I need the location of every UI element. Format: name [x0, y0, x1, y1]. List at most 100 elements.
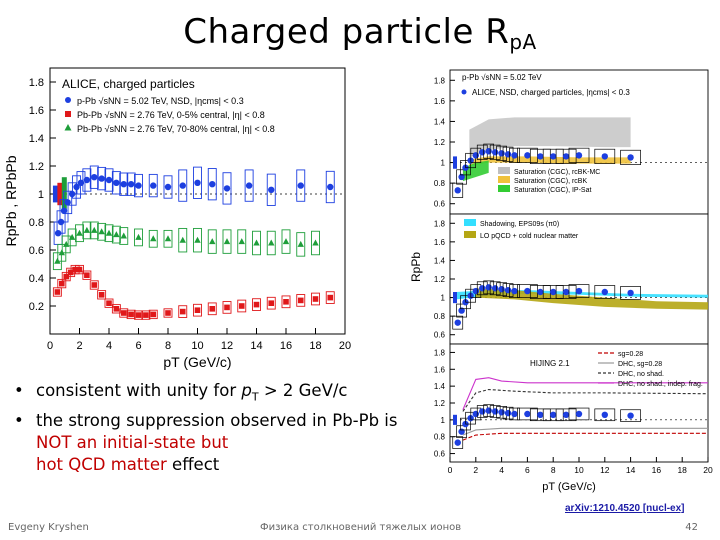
PbPb-central-point: [253, 301, 260, 308]
pPb-point: [127, 181, 135, 188]
PbPb-central-point-syst: [281, 295, 291, 309]
norm-box: [453, 414, 457, 425]
data-point: [511, 287, 518, 295]
data-point: [562, 153, 570, 160]
data-point: [537, 411, 544, 418]
x-tick-label: 4: [499, 465, 504, 475]
x-tick-label: 6: [135, 340, 141, 352]
PbPb-peripheral-point: [209, 238, 216, 245]
pPb-point-syst: [296, 169, 306, 202]
right-chart: 0.6 0.8 1 1.2 1.4 1.6 1.8 p-Pb √sNN = 5.02 TeV A…: [409, 69, 713, 493]
y-tick-label: 1.2: [434, 138, 446, 147]
pPb-point-syst: [82, 168, 92, 192]
data-point: [575, 410, 583, 418]
pPb-point: [245, 182, 253, 189]
legend-swatch: [464, 231, 476, 238]
pPb-point: [120, 181, 127, 188]
pPb-point: [98, 175, 105, 182]
y-tick-label: 1.6: [434, 97, 446, 106]
legend-entry: p-Pb √sNN = 5.02 TeV, NSD, |ηcms| < 0.3: [77, 96, 244, 106]
pPb-point-syst: [126, 172, 136, 196]
data-syst-box: [509, 284, 520, 298]
PbPb-peripheral-point-syst: [266, 230, 276, 256]
PbPb-central-point: [268, 300, 275, 306]
y-tick-label: 1: [38, 189, 44, 201]
PbPb-central-point-syst: [141, 310, 151, 320]
bullet-dot: •: [14, 411, 24, 431]
PbPb-central-point-syst: [193, 303, 202, 317]
data-point: [550, 288, 557, 296]
x-tick-label: 16: [280, 340, 292, 352]
data-point: [454, 319, 461, 326]
data-point: [524, 287, 531, 295]
PbPb-central-point: [84, 272, 90, 278]
PbPb-central-point-syst: [296, 294, 306, 307]
data-point: [472, 287, 479, 295]
pPb-point-syst: [325, 170, 335, 204]
PbPb-peripheral-point: [268, 239, 275, 246]
y-tick-label: 1.8: [434, 348, 446, 357]
y-tick-label: 1: [441, 416, 446, 425]
pPb-point: [268, 186, 275, 193]
legend-marker-pPb: [65, 97, 71, 103]
data-point: [498, 409, 505, 416]
PbPb-central-point: [135, 312, 142, 318]
PbPb-peripheral-point: [282, 238, 290, 245]
data-syst-box: [509, 147, 520, 163]
pPb-point: [91, 174, 98, 181]
PbPb-central-point: [106, 300, 112, 306]
pPb-point-syst: [266, 173, 276, 206]
norm-box: [453, 292, 457, 304]
y-tick-label: 0.2: [29, 301, 44, 313]
legend-entry: Pb-Pb √sNN = 2.76 TeV, 0-5% central, |η|…: [77, 110, 265, 120]
pPb-point-syst: [111, 171, 121, 195]
data-point: [498, 150, 505, 157]
data-syst-box: [452, 436, 464, 449]
legend-entry: Saturation (CGC), rcBK: [514, 178, 587, 185]
pPb-point-syst: [76, 171, 86, 195]
legend-swatch: [464, 219, 476, 226]
PbPb-central-point-syst: [237, 299, 247, 313]
data-syst-box: [452, 315, 464, 330]
PbPb-peripheral-point-syst: [237, 229, 247, 254]
pPb-point: [164, 183, 172, 191]
data-point: [511, 410, 518, 418]
arxiv-reference-link[interactable]: arXiv:1210.4520 [nucl-ex]: [565, 503, 685, 514]
data-point: [537, 153, 544, 160]
PbPb-central-point-syst: [75, 264, 84, 275]
panel-frame: [449, 213, 709, 345]
panel-model-label: HIJING 2.1: [530, 359, 570, 368]
bullet-2: • the strong suppression observed in Pb-…: [14, 410, 414, 476]
y-tick-label: 1.6: [434, 238, 446, 247]
legend-swatch: [498, 176, 510, 183]
x-tick-label: 2: [76, 340, 82, 352]
data-point: [458, 428, 465, 435]
y-tick-label: 1.4: [434, 117, 446, 126]
data-point: [485, 148, 492, 155]
PbPb-peripheral-point-syst: [207, 229, 217, 254]
PbPb-central-point-syst: [266, 296, 276, 310]
x-axis-label: pT (GeV/c): [542, 481, 596, 493]
pPb-point-syst: [193, 166, 202, 199]
PbPb-central-point-syst: [148, 309, 158, 320]
PbPb-peripheral-point-syst: [193, 227, 202, 253]
PbPb-peripheral-point: [83, 226, 91, 233]
data-point: [454, 439, 461, 446]
pPb-point: [297, 182, 304, 189]
pPb-point-syst: [134, 173, 143, 198]
PbPb-central-point: [297, 297, 304, 304]
y-tick-label: 0.8: [434, 179, 446, 188]
data-syst-box: [470, 147, 482, 163]
pPb-point: [327, 183, 334, 191]
x-tick-label: 4: [106, 340, 112, 352]
y-tick-label: 0.4: [29, 273, 44, 285]
PbPb-central-point: [120, 310, 127, 316]
IP-Sat-band: [462, 160, 489, 182]
data-point: [524, 152, 531, 159]
x-tick-label: 14: [626, 465, 636, 475]
PbPb-central-point-syst: [325, 291, 335, 304]
PbPb-central-point: [209, 306, 216, 312]
bullet-1: • consistent with unity for pT > 2 GeV/c: [14, 380, 414, 408]
data-syst-box: [568, 284, 590, 298]
data-point: [491, 149, 499, 156]
